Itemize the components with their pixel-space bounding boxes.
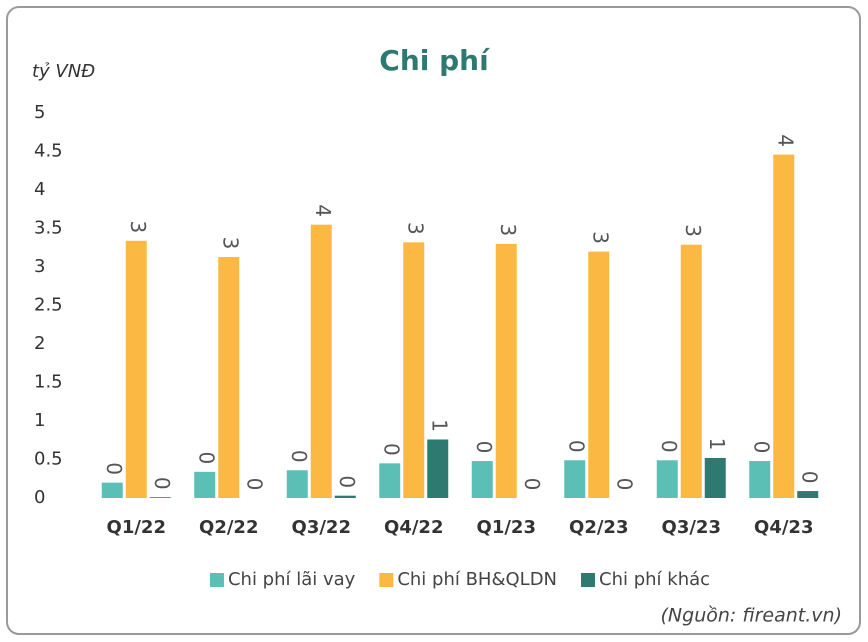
y-tick-label: 3.5: [34, 218, 63, 239]
value-label: 0: [797, 471, 821, 484]
value-label: 1: [427, 419, 451, 432]
x-tick-label: Q3/23: [662, 517, 721, 538]
value-label: 4: [773, 134, 797, 147]
value-label: 0: [287, 450, 311, 463]
source-note: (Nguồn: fireant.vn): [661, 605, 842, 627]
legend-swatch: [581, 573, 596, 587]
x-tick-label: Q3/22: [292, 517, 351, 538]
value-label: 3: [681, 224, 705, 237]
bar: [101, 482, 123, 498]
bar: [588, 251, 610, 498]
bar: [656, 460, 678, 498]
value-label: 3: [588, 231, 612, 244]
legend: Chi phí lãi vay Chi phí BH&QLDN Chi phí kh…: [209, 569, 710, 590]
x-tick-label: Q4/22: [384, 517, 443, 538]
y-tick-label: 4.5: [34, 141, 63, 162]
value-label: 0: [472, 441, 496, 454]
y-tick-label: 5: [34, 102, 45, 123]
bar: [797, 491, 819, 498]
bar: [334, 495, 356, 498]
bar: [471, 461, 493, 498]
bar: [495, 243, 517, 498]
x-tick-label: Q1/22: [107, 517, 166, 538]
y-tick-label: 2: [34, 333, 45, 354]
value-label: 0: [194, 451, 218, 464]
x-tick-label: Q2/23: [569, 517, 628, 538]
value-label: 3: [126, 220, 150, 233]
bar: [403, 242, 425, 498]
value-label: 0: [150, 477, 174, 490]
value-label: 0: [612, 478, 636, 491]
legend-label: Chi phí khác: [599, 569, 710, 590]
value-label: 0: [379, 443, 403, 456]
value-label: 3: [403, 222, 427, 235]
bar: [427, 439, 449, 498]
y-tick-label: 1: [34, 410, 45, 431]
y-tick-label: 3: [34, 256, 45, 277]
bar: [773, 154, 795, 498]
y-tick-label: 2.5: [34, 295, 63, 316]
y-tick-label: 0: [34, 487, 45, 508]
value-label: 0: [749, 441, 773, 454]
y-tick-label: 0.5: [34, 449, 63, 470]
y-axis-label: tỷ VNĐ: [32, 61, 95, 82]
value-label: 0: [564, 440, 588, 453]
value-label: 0: [335, 475, 359, 488]
legend-swatch: [379, 573, 394, 587]
x-tick-label: Q1/23: [477, 517, 536, 538]
bar: [310, 224, 332, 498]
legend-label: Chi phí lãi vay: [228, 569, 356, 590]
value-label: 0: [242, 478, 266, 491]
value-label: 0: [657, 440, 681, 453]
bar: [704, 457, 726, 498]
bar: [149, 497, 171, 498]
value-label: 0: [520, 478, 544, 491]
bar: [194, 471, 216, 498]
value-label: 3: [496, 224, 520, 237]
bar: [125, 240, 147, 498]
legend-label: Chi phí BH&QLDN: [397, 569, 557, 590]
bar: [749, 461, 771, 498]
value-label: 4: [311, 204, 335, 217]
bar: [218, 256, 240, 498]
x-tick-label: Q2/22: [199, 517, 258, 538]
x-tick-label: Q4/23: [754, 517, 813, 538]
chart-title: Chi phí: [379, 44, 490, 77]
bar: [286, 470, 308, 498]
y-tick-label: 4: [34, 179, 45, 200]
bar: [379, 463, 401, 498]
legend-swatch: [209, 573, 224, 587]
value-label: 0: [102, 462, 126, 475]
bar: [564, 460, 586, 498]
bar: [680, 244, 702, 498]
value-label: 3: [218, 237, 242, 250]
value-label: 1: [705, 438, 729, 451]
y-tick-label: 1.5: [34, 372, 63, 393]
